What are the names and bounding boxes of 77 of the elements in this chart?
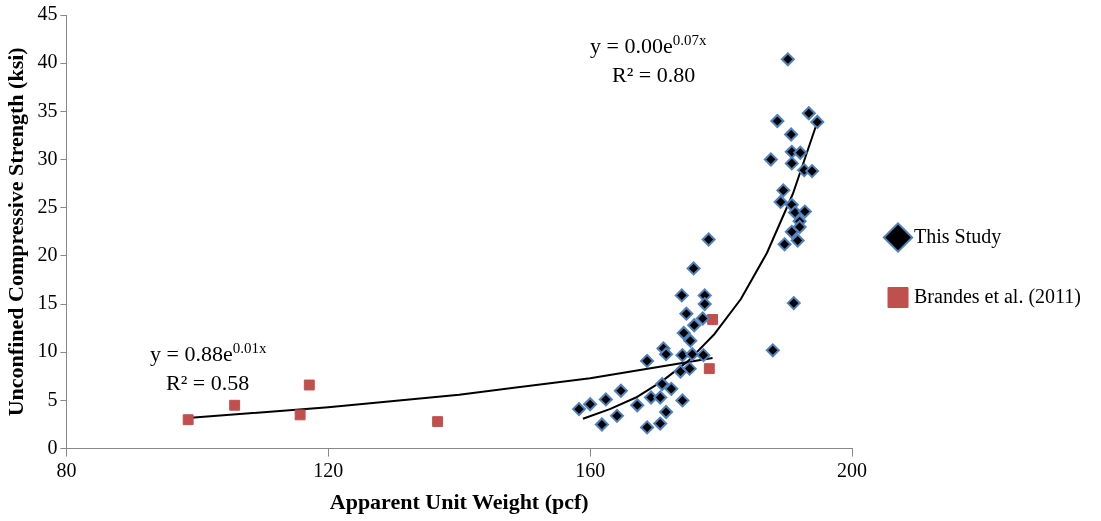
point (640, 353, 655, 368)
point (294, 409, 306, 421)
point (682, 361, 697, 376)
point (609, 408, 624, 423)
point (676, 325, 691, 340)
point (679, 306, 694, 321)
point (697, 297, 712, 312)
y-tick-label: 5 (47, 387, 58, 410)
annotation: R² = 0.58 (166, 370, 250, 396)
point (810, 114, 825, 129)
point (640, 420, 655, 435)
point (707, 314, 719, 325)
point (805, 164, 820, 179)
point (675, 393, 690, 408)
point (432, 416, 444, 428)
y-tick-label: 30 (37, 146, 58, 169)
point (776, 183, 791, 198)
y-tick-label: 25 (37, 194, 58, 217)
point (613, 383, 628, 398)
y-tick-label: 35 (37, 98, 58, 121)
point (792, 219, 807, 234)
point (653, 416, 668, 431)
annotation: R² = 0.80 (612, 62, 696, 88)
point (673, 364, 688, 379)
x-tick-label: 80 (56, 458, 77, 481)
y-tick-label: 0 (47, 435, 58, 458)
point (659, 404, 674, 419)
y-tick-label: 45 (37, 2, 58, 25)
point (770, 113, 785, 128)
point (229, 399, 241, 411)
x-tick-label: 120 (313, 458, 344, 481)
point (696, 348, 711, 363)
x-tick-label: 200 (837, 458, 868, 481)
y-tick-label: 40 (37, 50, 58, 73)
point (695, 311, 710, 326)
point (793, 145, 808, 160)
point (801, 106, 816, 121)
point (701, 232, 716, 247)
y-axis-title: Unconfined Compressive Strength (ksi) (2, 47, 28, 417)
point (686, 261, 701, 276)
point (303, 379, 315, 391)
point (687, 318, 702, 333)
point (773, 194, 788, 209)
point (763, 152, 778, 167)
point (797, 204, 812, 219)
point (683, 333, 698, 348)
x-tick-label: 160 (575, 458, 606, 481)
legend-label: This Study (914, 224, 1002, 248)
point (674, 288, 689, 303)
point (182, 414, 194, 426)
x-axis-title: Apparent Unit Weight (pcf) (329, 489, 589, 515)
point (780, 52, 795, 67)
point (659, 347, 674, 362)
point (685, 347, 700, 362)
point (598, 392, 613, 407)
legend-label: Brandes et al. (2011) (914, 284, 1081, 308)
point (653, 390, 668, 405)
point (784, 127, 799, 142)
point (655, 377, 670, 392)
point (664, 381, 679, 396)
point (583, 397, 598, 412)
y-tick-label: 20 (37, 243, 58, 266)
point (784, 156, 799, 171)
y-tick-label: 15 (37, 291, 58, 314)
point (777, 237, 792, 252)
y-tick-label: 10 (37, 339, 58, 362)
point (572, 402, 587, 417)
point (703, 363, 715, 375)
annotation: y = 0.88e$^{0.01x}$ (150, 340, 267, 368)
annotation: y = 0.00e$^{0.07x}$ (590, 32, 707, 60)
point (786, 296, 801, 311)
point (790, 233, 805, 248)
point (594, 417, 609, 432)
point (765, 343, 780, 358)
point (784, 224, 799, 239)
point (630, 398, 645, 413)
point (675, 348, 690, 363)
